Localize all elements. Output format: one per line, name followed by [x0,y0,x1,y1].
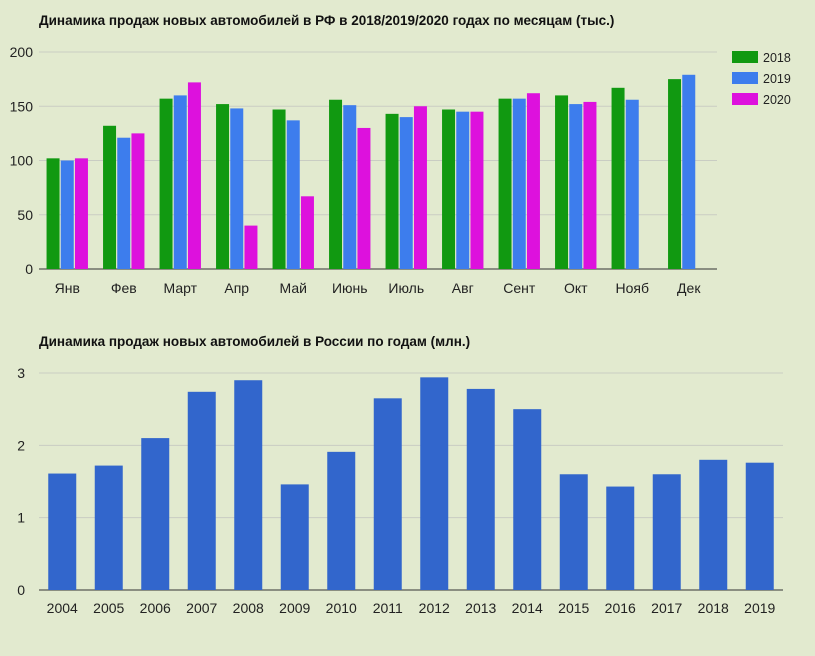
bar-2018-Окт [555,95,569,270]
bar-2018-Дек [668,79,682,269]
legend-label-2020: 2020 [763,93,791,107]
bar-2007 [187,391,216,590]
bar-2020-Сент [526,93,540,269]
y-tick-label: 200 [10,44,34,60]
x-tick-label: Июнь [332,280,368,296]
y-tick-label: 1 [17,510,25,526]
chart-title-yearly: Динамика продаж новых автомобилей в Росс… [39,334,471,349]
x-tick-label: 2018 [698,600,729,616]
bar-2019-Март [173,95,187,270]
bar-2019-Янв [60,160,74,269]
y-tick-label: 0 [25,261,33,277]
x-tick-label: 2015 [558,600,589,616]
bar-2018-Апр [216,104,230,269]
bar-2020-Июнь [357,127,371,269]
y-tick-label: 50 [17,207,33,223]
x-tick-label: Апр [224,280,249,296]
chart-monthly: 0 50 100 150 200 Янв Фев Март Апр Май Июнь Июль Авг С… [10,44,791,296]
bar-2020-Янв [74,158,88,269]
bar-2008 [234,380,263,590]
bar-2015 [559,474,588,590]
bar-2014 [513,409,542,590]
bar-2018-Янв [46,158,60,269]
bar-2018-Март [159,98,173,269]
legend-label-2019: 2019 [763,72,791,86]
x-tick-label: Июль [388,280,424,296]
x-tick-label: 2017 [651,600,682,616]
y-tick-label: 150 [10,98,34,114]
x-tick-label: 2007 [186,600,217,616]
bar-2018-Июнь [329,99,343,270]
bar-2011 [373,398,402,590]
bar-2018-Май [272,109,286,269]
x-tick-label: Март [164,280,198,296]
bar-2019-Дек [682,74,696,269]
x-tick-label: 2014 [512,600,543,616]
bar-2013 [466,388,495,590]
bar-2019-Июнь [343,105,357,269]
bar-2020-Май [300,196,314,269]
x-tick-label: 2019 [744,600,775,616]
bar-2019 [745,462,774,590]
bar-2005 [94,465,123,590]
bar-2019-Окт [569,104,583,269]
y-tick-label: 100 [10,153,34,169]
x-tick-label: 2012 [419,600,450,616]
bar-2010 [327,451,356,590]
bar-2019-Июль [399,117,413,269]
x-tick-label: Май [280,280,307,296]
bar-2018-Фев [103,125,117,269]
bar-2019-Май [286,120,300,269]
legend-swatch-2018 [732,51,758,63]
bar-2018-Сент [498,98,512,269]
bar-2018-Нояб [611,87,625,270]
x-tick-label: 2008 [233,600,264,616]
bar-2018-Июль [385,113,399,269]
y-tick-label: 2 [17,437,25,453]
x-tick-label: Дек [677,280,701,296]
bar-2017 [652,474,681,590]
x-tick-label: 2006 [140,600,171,616]
bar-2004 [48,473,77,590]
bar-2018 [699,459,728,590]
legend-label-2018: 2018 [763,51,791,65]
bar-2018-Авг [442,109,456,269]
x-tick-label: Окт [564,280,588,296]
x-tick-label: Авг [452,280,474,296]
x-tick-label: 2009 [279,600,310,616]
x-tick-label: 2016 [605,600,636,616]
bar-2019-Фев [117,137,131,269]
x-tick-label: Фев [111,280,137,296]
bar-2020-Апр [244,225,258,269]
x-tick-label: Янв [55,280,80,296]
y-tick-label: 0 [17,582,25,598]
y-tick-label: 3 [17,365,25,381]
x-tick-label: Нояб [616,280,650,296]
chart-title-monthly: Динамика продаж новых автомобилей в РФ в… [39,13,615,28]
x-tick-label: 2013 [465,600,496,616]
legend-swatch-2019 [732,72,758,84]
bar-2006 [141,438,170,590]
bar-2019-Сент [512,98,526,269]
x-tick-label: 2011 [373,600,403,616]
bar-2016 [606,486,635,590]
bar-2019-Апр [230,108,244,269]
bar-2020-Фев [131,133,145,269]
bar-2019-Нояб [625,99,639,270]
bar-2020-Окт [583,101,597,269]
bar-2009 [280,484,309,590]
x-tick-label: Сент [503,280,536,296]
bar-2012 [420,377,449,590]
x-tick-label: 2004 [47,600,78,616]
bar-2020-Июль [413,106,427,269]
legend-swatch-2020 [732,93,758,105]
bar-2020-Авг [470,111,484,269]
bar-2019-Авг [456,111,470,269]
x-tick-label: 2005 [93,600,124,616]
bar-2020-Март [187,82,201,269]
x-tick-label: 2010 [326,600,357,616]
